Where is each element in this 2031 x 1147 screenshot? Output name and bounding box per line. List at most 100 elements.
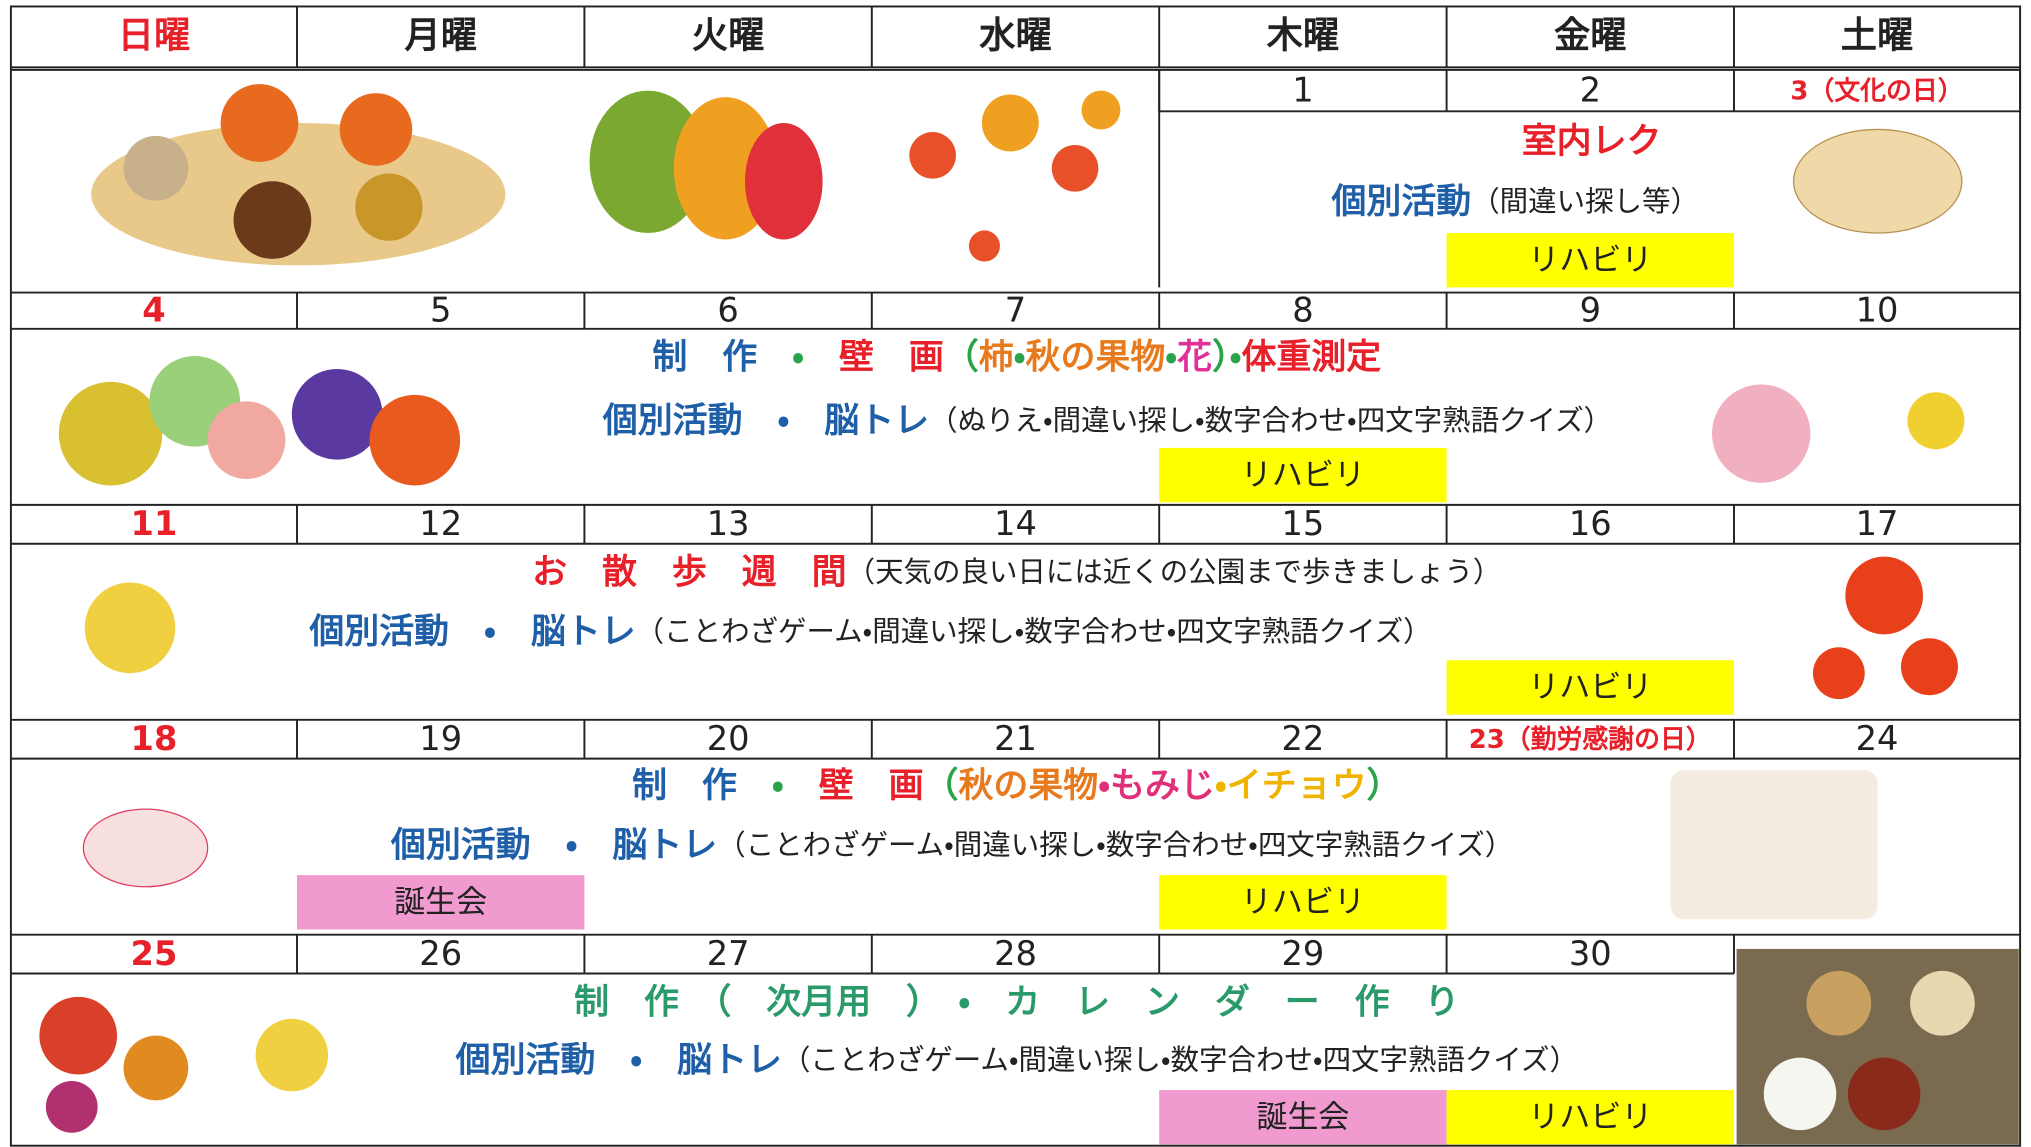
day-header: 火曜 bbox=[692, 14, 764, 57]
leaves-illustration bbox=[909, 90, 1121, 262]
date-label: 29 bbox=[1281, 934, 1324, 973]
date-label: 3（文化の日） bbox=[1790, 76, 1963, 106]
activity-text: 個別活動 ・ 脳トレ bbox=[390, 826, 717, 866]
activity-bar bbox=[1159, 875, 1447, 930]
activity-text: （ bbox=[924, 766, 959, 806]
decorations bbox=[39, 84, 2019, 1145]
activity-text: お 散 歩 週 間 bbox=[532, 553, 846, 593]
day-header: 土曜 bbox=[1841, 14, 1913, 57]
activity-text: 秋の果物 bbox=[1026, 338, 1166, 378]
date-label: 22 bbox=[1281, 719, 1324, 758]
date-label: 18 bbox=[131, 719, 178, 758]
activity-line: お 散 歩 週 間（天気の良い日には近くの公園まで歩きましょう） bbox=[532, 553, 1501, 593]
date-label: 23（勤労感謝の日） bbox=[1469, 724, 1712, 755]
activity-text: 柿 bbox=[979, 338, 1014, 378]
activity-bar-label: 誕生会 bbox=[394, 885, 487, 921]
activity-text: ・イチョウ bbox=[1215, 766, 1367, 806]
activity-text: 個別活動 ・ 脳トレ bbox=[308, 612, 635, 652]
date-label: 25 bbox=[131, 934, 178, 973]
activity-bar-label: リハビリ bbox=[1528, 670, 1652, 706]
activity-bar bbox=[1159, 447, 1447, 503]
date-label: 16 bbox=[1569, 504, 1612, 543]
date-label: 24 bbox=[1856, 719, 1899, 758]
activity-text: 室内レク bbox=[1522, 121, 1662, 161]
day-header: 木曜 bbox=[1267, 14, 1339, 57]
day-header: 日曜 bbox=[118, 14, 190, 57]
maple-illustration bbox=[1812, 556, 1958, 700]
date-label: 10 bbox=[1856, 290, 1899, 329]
date-label: 6 bbox=[717, 290, 738, 329]
date-label: 14 bbox=[994, 504, 1037, 543]
date-label: 9 bbox=[1580, 290, 1601, 329]
activity-bar-label: 誕生会 bbox=[1256, 1100, 1349, 1136]
date-label: 28 bbox=[994, 934, 1037, 973]
content: 日曜 月曜 火曜 水曜 木曜 金曜 土曜1 2リハビリ3（文化の日）室内レク個別活動（間違い探… bbox=[118, 14, 1964, 1145]
activity-text: 秋の果物 bbox=[958, 766, 1098, 806]
frame bbox=[9, 5, 2022, 1147]
date-label: 12 bbox=[419, 504, 462, 543]
activity-line: 個別活動 ・ 脳トレ（ことわざゲーム・間違い探し・数字合わせ・四文字熟語クイズ） bbox=[390, 826, 1513, 866]
activity-text: 個別活動 bbox=[1330, 182, 1471, 222]
date-label: 30 bbox=[1569, 934, 1612, 973]
day-header: 水曜 bbox=[978, 14, 1051, 57]
activity-line: 個別活動 ・ 脳トレ（ことわざゲーム・間違い探し・数字合わせ・四文字熟語クイズ） bbox=[308, 612, 1431, 652]
date-label: 8 bbox=[1292, 290, 1313, 329]
activity-text: 個別活動 ・ 脳トレ bbox=[602, 401, 929, 441]
activity-bar bbox=[297, 875, 585, 930]
activity-bar-label: リハビリ bbox=[1528, 243, 1652, 279]
date-label: 20 bbox=[707, 719, 750, 758]
activity-text: 壁 画 bbox=[839, 338, 944, 378]
activity-text: 体重測定 bbox=[1241, 338, 1381, 378]
day-header: 月曜 bbox=[404, 14, 476, 57]
activity-text: （ bbox=[944, 338, 979, 378]
activity-line: 室内レク bbox=[1522, 121, 1662, 161]
activity-text: 花 bbox=[1176, 338, 1212, 378]
activity-bar-label: リハビリ bbox=[1528, 1100, 1652, 1136]
cake-illustration bbox=[82, 808, 209, 888]
activity-text: ・ bbox=[1014, 338, 1026, 378]
activity-line: 制 作 ・ 壁 画（柿・秋の果物・花）・体重測定 bbox=[652, 338, 1381, 378]
activity-text: 制 作 （ 次月用 ） ・ カ レ ン ダ ー 作 り bbox=[574, 982, 1459, 1022]
activity-text: （ぬりえ・間違い探し・数字合わせ・四文字熟語クイズ） bbox=[929, 404, 1612, 437]
tree-illustration bbox=[589, 90, 707, 234]
activity-line: 個別活動 ・ 脳トレ（ことわざゲーム・間違い探し・数字合わせ・四文字熟語クイズ） bbox=[455, 1041, 1578, 1081]
activity-text: ・ bbox=[757, 338, 839, 378]
grid bbox=[9, 5, 2022, 1147]
activity-text: 制 作 bbox=[652, 338, 757, 378]
date-label: 2 bbox=[1580, 70, 1601, 109]
activity-bar bbox=[1446, 660, 1734, 715]
date-label: 21 bbox=[994, 719, 1037, 758]
date-label: 27 bbox=[707, 934, 750, 973]
activity-bar-label: リハビリ bbox=[1241, 885, 1365, 921]
date-label: 7 bbox=[1005, 290, 1026, 329]
activity-text: （間違い探し等） bbox=[1471, 185, 1699, 218]
activity-text: 制 作 bbox=[632, 766, 737, 806]
date-label: 1 bbox=[1292, 70, 1313, 109]
activity-text: ） bbox=[1367, 766, 1402, 806]
activity-line: 個別活動 ・ 脳トレ（ぬりえ・間違い探し・数字合わせ・四文字熟語クイズ） bbox=[602, 401, 1612, 441]
activity-text: 壁 画 bbox=[819, 766, 924, 806]
date-label: 11 bbox=[131, 504, 178, 543]
activity-line: 制 作 （ 次月用 ） ・ カ レ ン ダ ー 作 り bbox=[574, 982, 1459, 1022]
activity-text: ）・ bbox=[1212, 338, 1241, 378]
ginkgo-illustration bbox=[84, 582, 176, 674]
activity-text: 個別活動 ・ 脳トレ bbox=[455, 1041, 782, 1081]
date-label: 19 bbox=[419, 719, 462, 758]
activity-line: 制 作 ・ 壁 画（秋の果物・もみじ・イチョウ） bbox=[632, 766, 1401, 806]
activity-text: （ことわざゲーム・間違い探し・数字合わせ・四文字熟語クイズ） bbox=[636, 615, 1432, 648]
activity-bar bbox=[1446, 233, 1734, 288]
activity-text: ・ bbox=[1165, 338, 1177, 378]
date-label: 4 bbox=[142, 290, 165, 329]
date-label: 17 bbox=[1856, 504, 1899, 543]
activity-text: （ことわざゲーム・間違い探し・数字合わせ・四文字熟語クイズ） bbox=[717, 829, 1513, 862]
activity-line: 個別活動（間違い探し等） bbox=[1330, 182, 1699, 222]
day-header: 金曜 bbox=[1554, 14, 1626, 57]
activity-text: （ことわざゲーム・間違い探し・数字合わせ・四文字熟語クイズ） bbox=[782, 1044, 1578, 1077]
date-label: 13 bbox=[707, 504, 750, 543]
activity-text: （天気の良い日には近くの公園まで歩きましょう） bbox=[847, 556, 1502, 589]
maple-illustration bbox=[39, 996, 329, 1133]
activity-text: ・ bbox=[737, 766, 819, 806]
flower-illustration bbox=[1711, 384, 1811, 483]
activity-bar bbox=[1446, 1090, 1734, 1145]
